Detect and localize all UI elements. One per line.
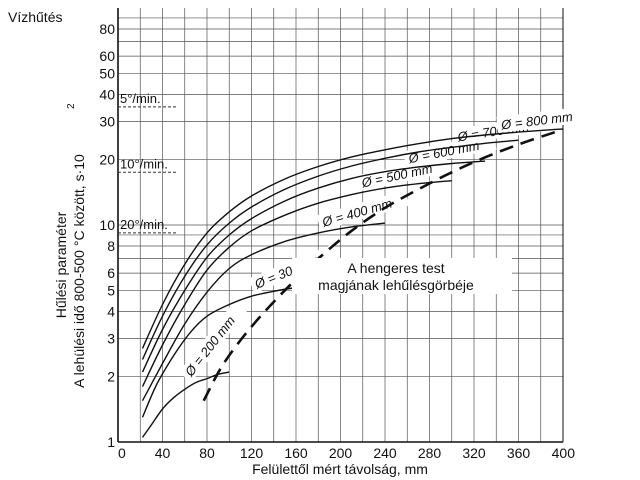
- x-tick-label: 280: [418, 445, 442, 461]
- y-tick-label: 20: [99, 152, 115, 168]
- y-tick-label: 10: [99, 217, 115, 233]
- x-tick-label: 40: [155, 445, 171, 461]
- series-label-background: [316, 190, 410, 231]
- curve-500mm: [141, 180, 452, 387]
- y-tick-label: 1: [107, 434, 115, 450]
- y-tick-label: 50: [99, 65, 115, 81]
- core-curve-label-line2: magjának lehűlésgörbéje: [318, 277, 474, 293]
- y-axis-label-exponent: 2: [66, 103, 77, 109]
- x-tick-label: 0: [118, 445, 126, 461]
- x-tick-label: 160: [284, 445, 308, 461]
- y-axis-label: Hűlési paraméter A lehülési idő 800-500 …: [53, 103, 87, 388]
- x-tick-label: 200: [329, 445, 353, 461]
- y-tick-label: 6: [107, 265, 115, 281]
- y-tick-label: 3: [107, 330, 115, 346]
- x-tick-label: 320: [462, 445, 486, 461]
- y-tick-label: 40: [99, 86, 115, 102]
- axes: 0 40 80 120 160 200 240 280 320 360 400 1 2 3 4 56 8 10 20…: [99, 8, 575, 461]
- x-tick-label: 120: [240, 445, 264, 461]
- core-curve-label-line1: A hengeres test: [347, 260, 444, 276]
- core-cooling-curve: [202, 128, 564, 402]
- rate-mark-label: 5°/min.: [120, 91, 161, 106]
- y-tick-label: 80: [99, 21, 115, 37]
- y-tick-label: 2: [107, 369, 115, 385]
- y-tick-label: 5: [107, 282, 115, 298]
- y-axis-label-line1: Hűlési paraméter: [53, 211, 69, 318]
- curve-200mm: [141, 371, 230, 438]
- series-label-background: [178, 299, 248, 383]
- x-tick-label: 240: [373, 445, 397, 461]
- rate-mark-label: 10°/min.: [120, 156, 168, 171]
- core-curve-label-background: [292, 258, 512, 294]
- y-axis-label-line2: A lehülési idő 800-500 °C között, s·10: [71, 154, 87, 388]
- cooling-rate-marks: 5°/min. 10°/min. 20°/min.: [118, 91, 178, 234]
- y-tick-label: 30: [99, 113, 115, 129]
- x-axis-label: Felülettől mért távolság, mm: [252, 461, 428, 477]
- series-label-background: [496, 105, 590, 133]
- curve-800mm: [141, 128, 564, 349]
- rate-mark-label: 20°/min.: [120, 217, 168, 232]
- x-tick-label: 400: [552, 445, 576, 461]
- y-tick-label: 8: [107, 238, 115, 254]
- y-tick-label: 4: [107, 303, 115, 319]
- series-label: Ø = 200 mm: [181, 313, 238, 380]
- chart-title: Vízhűtés: [8, 9, 62, 25]
- core-curve-label: A hengeres test magjának lehűlésgörbéje: [292, 258, 512, 294]
- y-tick-label: 60: [99, 48, 115, 64]
- series-label-background: [356, 156, 450, 192]
- core-cooling-curve-line: [202, 128, 564, 402]
- curve-600mm: [141, 160, 486, 373]
- curve-700mm: [141, 139, 519, 360]
- x-tick-label: 80: [199, 445, 215, 461]
- x-tick-label: 360: [507, 445, 531, 461]
- curve-400mm: [141, 222, 386, 402]
